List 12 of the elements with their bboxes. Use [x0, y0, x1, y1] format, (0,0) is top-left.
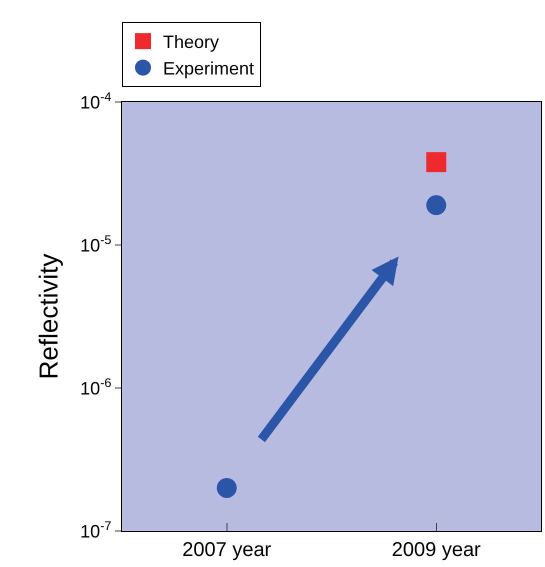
- y-tick-label: 10$^{-6}$: [80, 376, 112, 398]
- x-tick-label: 2007 year: [182, 539, 272, 561]
- legend-label: Theory: [163, 32, 220, 52]
- point: [426, 152, 446, 172]
- point: [216, 478, 237, 498]
- point: [426, 195, 446, 216]
- y-tick-label: 10$^{-7}$: [80, 518, 112, 542]
- y-tick-label: 10$^{-5}$: [80, 232, 112, 256]
- legend-label: Experiment: [163, 58, 254, 79]
- x-tick-label: 2009 year: [392, 539, 482, 561]
- y-axis-title: Reflectivity: [34, 254, 64, 380]
- y-tick-label: 10$^{-4}$: [80, 90, 112, 112]
